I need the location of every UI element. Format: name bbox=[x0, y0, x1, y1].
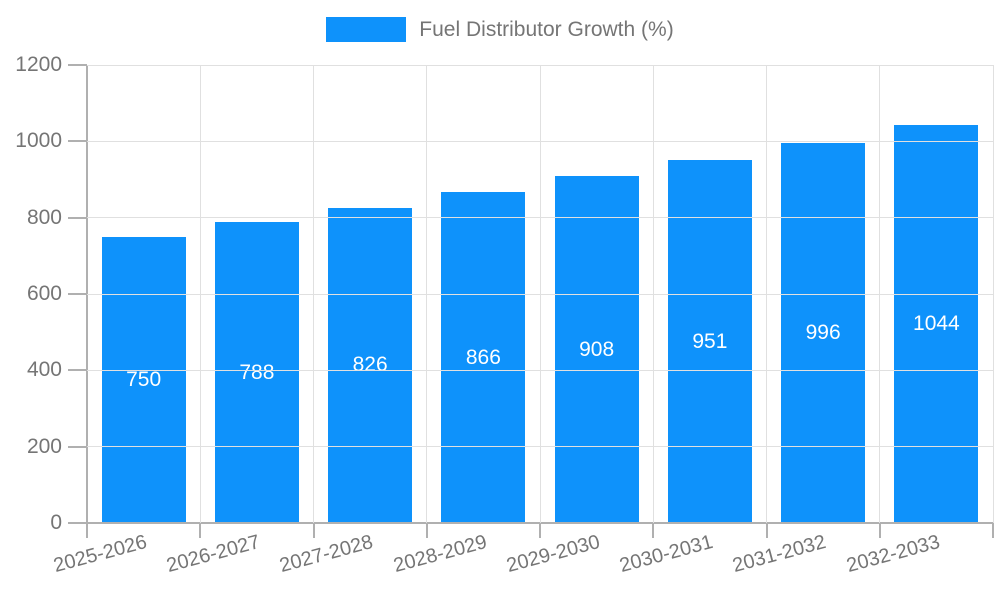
x-tick-mark bbox=[312, 523, 315, 538]
x-gridline bbox=[652, 65, 654, 523]
bar-2032-2033[interactable]: 1044 bbox=[894, 124, 979, 523]
x-tick-mark bbox=[765, 523, 768, 538]
bar-value-label: 996 bbox=[805, 320, 841, 344]
x-tick-label: 2027-2028 bbox=[277, 531, 376, 578]
x-gridline bbox=[426, 65, 428, 523]
x-tick-label: 2032-2033 bbox=[843, 531, 943, 578]
bar-2029-2030[interactable]: 908 bbox=[554, 176, 639, 523]
bar-value-label: 908 bbox=[579, 337, 615, 361]
x-tick-label: 2029-2030 bbox=[504, 531, 603, 578]
legend-label: Fuel Distributor Growth (%) bbox=[419, 17, 674, 41]
y-tick-mark bbox=[68, 445, 87, 448]
y-tick-mark bbox=[68, 293, 87, 295]
bar-2028-2029[interactable]: 866 bbox=[441, 192, 526, 523]
bar-2025-2026[interactable]: 750 bbox=[101, 236, 186, 523]
x-tick-mark bbox=[878, 523, 881, 538]
x-tick-mark bbox=[652, 523, 655, 538]
x-tick-label: 2030-2031 bbox=[617, 531, 716, 578]
bar-value-label: 1044 bbox=[913, 311, 960, 335]
bar-2027-2028[interactable]: 826 bbox=[328, 207, 413, 523]
x-gridline bbox=[313, 65, 314, 523]
bar-value-label: 788 bbox=[239, 360, 275, 384]
bar-2031-2032[interactable]: 996 bbox=[781, 142, 866, 523]
x-tick-mark bbox=[425, 523, 428, 538]
x-gridline bbox=[992, 65, 994, 523]
x-gridline bbox=[539, 65, 541, 523]
x-tick-label: 2028-2029 bbox=[390, 531, 490, 578]
y-tick-label: 800 bbox=[26, 205, 62, 229]
y-tick-mark bbox=[68, 216, 87, 219]
legend-swatch[interactable] bbox=[326, 17, 407, 42]
plot-area: 750 788 826 866 908 951 996 1044 bbox=[87, 65, 993, 523]
y-tick-mark bbox=[68, 522, 87, 524]
x-tick-mark bbox=[86, 523, 88, 538]
y-tick-label: 1000 bbox=[15, 129, 62, 153]
y-tick-mark bbox=[68, 64, 87, 66]
x-tick-mark bbox=[992, 523, 994, 538]
x-gridline bbox=[199, 65, 201, 523]
y-tick-mark bbox=[68, 369, 87, 372]
y-tick-label: 1200 bbox=[15, 53, 62, 76]
x-tick-label: 2031-2032 bbox=[730, 531, 829, 578]
x-tick-mark bbox=[199, 523, 202, 538]
x-tick-label: 2026-2027 bbox=[164, 531, 263, 578]
x-tick-label: 2025-2026 bbox=[51, 531, 150, 578]
legend[interactable]: Fuel Distributor Growth (%) bbox=[0, 17, 1000, 42]
bar-value-label: 750 bbox=[126, 367, 162, 391]
bar-value-label: 951 bbox=[692, 329, 728, 353]
y-tick-label: 0 bbox=[50, 511, 62, 534]
y-tick-label: 200 bbox=[26, 434, 62, 458]
x-gridline bbox=[766, 65, 767, 523]
bar-value-label: 826 bbox=[352, 353, 388, 377]
bar-2026-2027[interactable]: 788 bbox=[214, 222, 299, 523]
x-tick-mark bbox=[539, 523, 541, 538]
bar-value-label: 866 bbox=[465, 345, 501, 369]
y-tick-label: 400 bbox=[26, 358, 62, 382]
y-tick-label: 600 bbox=[26, 282, 62, 305]
x-gridline bbox=[879, 65, 881, 523]
y-tick-mark bbox=[68, 140, 87, 143]
bar-2030-2031[interactable]: 951 bbox=[667, 160, 752, 523]
